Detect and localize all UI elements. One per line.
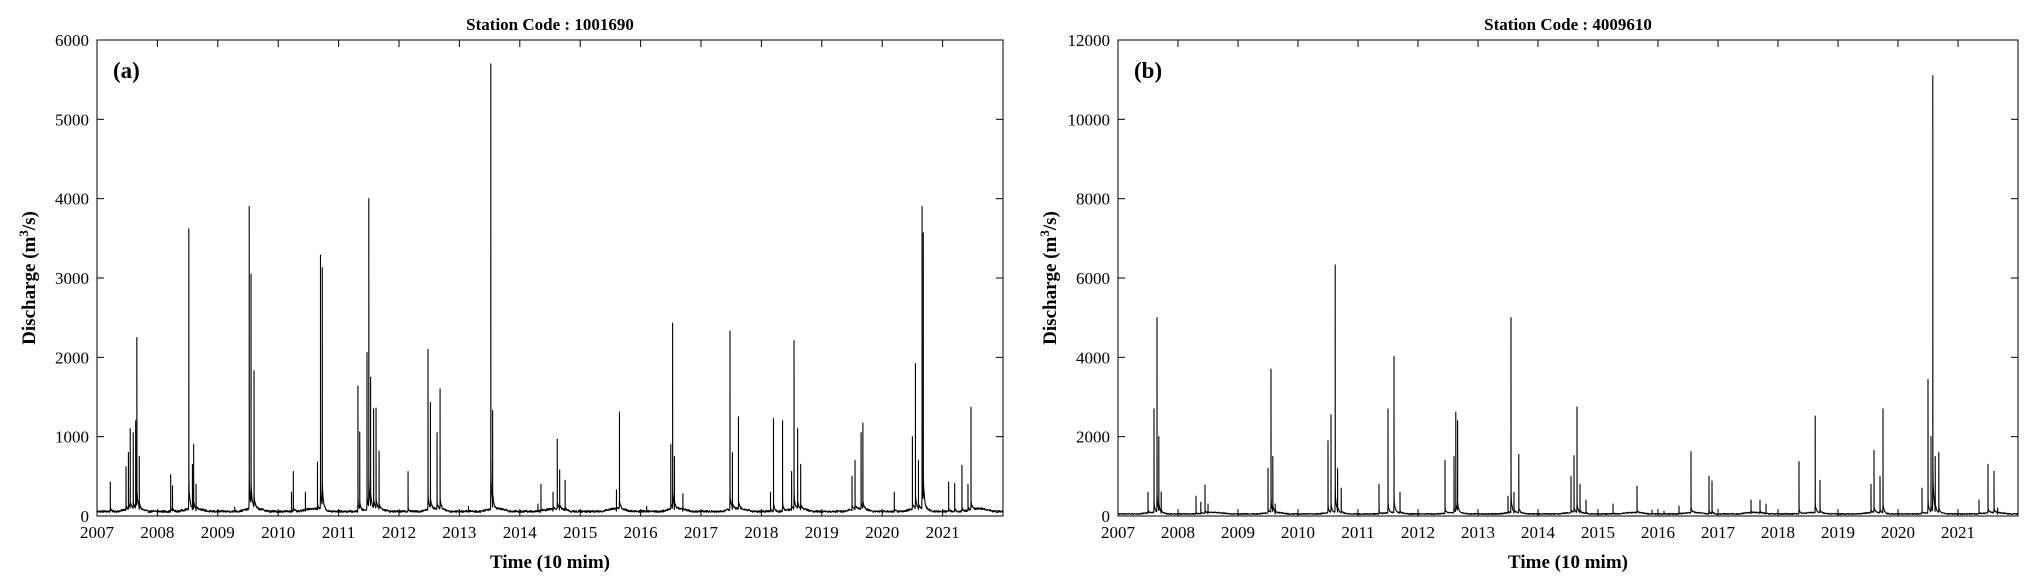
y-tick-label: 2000 — [1076, 428, 1110, 447]
x-tick-label: 2007 — [80, 523, 115, 542]
x-tick-label: 2013 — [1461, 523, 1495, 542]
x-tick-label: 2007 — [1101, 523, 1136, 542]
x-tick-label: 2015 — [1581, 523, 1615, 542]
y-tick-label: 6000 — [55, 31, 89, 50]
y-tick-label: 1000 — [55, 428, 89, 447]
x-tick-label: 2013 — [442, 523, 476, 542]
x-tick-label: 2019 — [805, 523, 839, 542]
y-tick-label: 4000 — [1076, 348, 1110, 367]
x-axis-label: Time (10 mim) — [1508, 552, 1628, 573]
chart-title: Station Code : 4009610 — [1484, 15, 1652, 34]
x-tick-label: 2018 — [744, 523, 778, 542]
x-tick-label: 2010 — [261, 523, 295, 542]
y-tick-label: 0 — [1102, 507, 1111, 526]
x-tick-label: 2014 — [503, 523, 538, 542]
y-tick-label: 5000 — [55, 110, 89, 129]
y-tick-label: 3000 — [55, 269, 89, 288]
x-tick-label: 2009 — [1221, 523, 1255, 542]
y-axis-label: Discharge (m3/s) — [16, 211, 40, 345]
discharge-series-line — [1117, 75, 2019, 515]
x-tick-label: 2016 — [624, 523, 658, 542]
chart-title: Station Code : 1001690 — [466, 15, 634, 34]
x-tick-label: 2012 — [382, 523, 416, 542]
discharge-series-line — [96, 63, 1004, 513]
x-axis-label: Time (10 mim) — [490, 552, 610, 573]
x-tick-label: 2008 — [1161, 523, 1195, 542]
y-tick-label: 6000 — [1076, 269, 1110, 288]
x-tick-label: 2011 — [322, 523, 355, 542]
panel-label: (a) — [113, 58, 140, 83]
x-tick-label: 2021 — [926, 523, 960, 542]
x-tick-label: 2017 — [1701, 523, 1736, 542]
y-tick-label: 12000 — [1068, 31, 1111, 50]
x-tick-label: 2015 — [563, 523, 597, 542]
x-tick-label: 2010 — [1281, 523, 1315, 542]
chart-panel-a: 0 1000 2000 3000 4000 5000 6000 2007 2008 2009 201… — [16, 15, 1004, 573]
x-tick-label: 2016 — [1641, 523, 1675, 542]
y-tick-label: 2000 — [55, 348, 89, 367]
x-tick-label: 2020 — [1881, 523, 1915, 542]
y-tick-label: 10000 — [1068, 110, 1111, 129]
x-tick-label: 2009 — [201, 523, 235, 542]
x-tick-label: 2014 — [1521, 523, 1556, 542]
panel-label: (b) — [1134, 58, 1162, 83]
x-tick-label: 2019 — [1821, 523, 1855, 542]
x-tick-label: 2017 — [684, 523, 719, 542]
y-tick-label: 0 — [81, 507, 90, 526]
x-tick-label: 2021 — [1941, 523, 1975, 542]
x-tick-label: 2011 — [1341, 523, 1374, 542]
y-tick-label: 4000 — [55, 190, 89, 209]
y-tick-label: 8000 — [1076, 190, 1110, 209]
x-tick-label: 2020 — [865, 523, 899, 542]
x-tick-label: 2008 — [140, 523, 174, 542]
x-tick-label: 2012 — [1401, 523, 1435, 542]
y-axis-label: Discharge (m3/s) — [1037, 211, 1061, 345]
x-tick-label: 2018 — [1761, 523, 1795, 542]
chart-panel-b: 0 2000 4000 6000 8000 10000 12000 2007 2008 2009 2… — [1037, 15, 2019, 573]
